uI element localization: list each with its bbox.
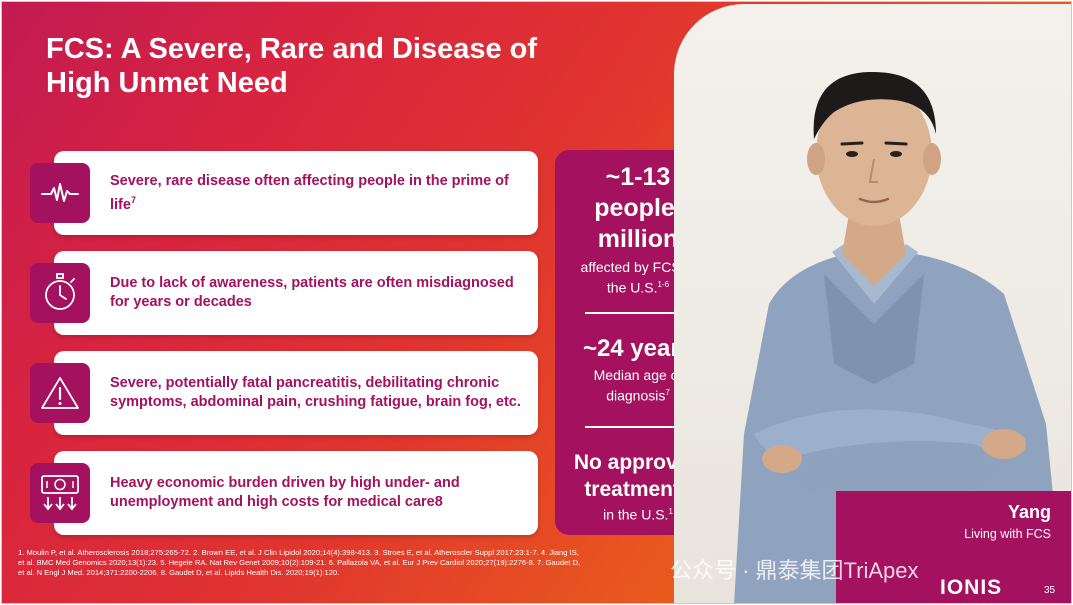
stat-treatments-value2: treatments <box>584 478 692 501</box>
money-icon <box>30 463 90 523</box>
stat-prevalence-value: ~1-13 <box>605 163 671 191</box>
stats-divider <box>585 426 691 428</box>
stat-median-age-desc: Median age of <box>593 367 683 383</box>
stat-prevalence-unit: people/ <box>594 194 682 222</box>
card-economic-burden: Heavy economic burden driven by high und… <box>30 451 538 535</box>
caption-box <box>836 491 1071 603</box>
patient-photo <box>674 4 1071 603</box>
stat-treatments-desc: in the U.S.1 <box>603 506 673 523</box>
page-number: 35 <box>1044 585 1056 596</box>
reference-line: et al. N Engl J Med. 2014;371:2200-2206.… <box>18 568 340 577</box>
card-text: Due to lack of awareness, patients are o… <box>110 275 514 310</box>
stat-prevalence-desc2: the U.S.1-6 <box>606 279 670 296</box>
stat-prevalence-unit2: million <box>597 225 679 253</box>
slide-title: FCS: A Severe, Rare and Disease of High … <box>46 33 538 99</box>
ionis-logo: IONIS <box>940 576 1003 599</box>
stat-treatments: No approved treatments in the U.S.1 <box>555 449 721 524</box>
stat-median-age-desc2: diagnosis7 <box>606 387 670 404</box>
stat-prevalence: ~1-13 people/ million affected by FCS in… <box>555 162 721 297</box>
reference-line: 1. Moulin P, et al. Atherosclerosis 2018… <box>18 548 579 557</box>
patient-caption: Living with FCS <box>964 527 1051 541</box>
stat-treatments-value: No approved <box>573 451 703 474</box>
patient-illustration <box>734 71 1064 603</box>
reference-line: et al. BMC Med Genomics 2020;13(1):23. 5… <box>18 558 581 567</box>
card-pancreatitis: Severe, potentially fatal pancreatitis, … <box>30 351 538 435</box>
card-text: Heavy economic burden driven by high und… <box>110 475 460 510</box>
card-text: Severe, potentially fatal pancreatitis, … <box>110 375 521 410</box>
watermark: 公众号 · 鼎泰集团TriApex <box>670 558 919 583</box>
card-misdiagnosed: Due to lack of awareness, patients are o… <box>30 251 538 335</box>
patient-name: Yang <box>1007 502 1051 522</box>
warning-icon <box>30 363 90 423</box>
stopwatch-icon <box>30 263 90 323</box>
card-text: Severe, rare disease often affecting peo… <box>110 172 509 213</box>
stat-prevalence-desc: affected by FCS in <box>580 259 696 275</box>
card-prime-of-life: Severe, rare disease often affecting peo… <box>30 151 538 235</box>
heartbeat-icon <box>30 163 90 223</box>
references: 1. Moulin P, et al. Atherosclerosis 2018… <box>18 548 708 578</box>
stats-divider <box>585 312 691 314</box>
